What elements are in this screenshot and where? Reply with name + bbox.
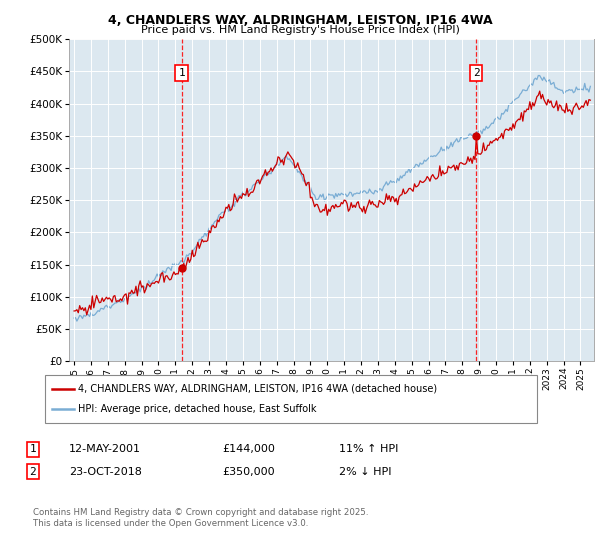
Text: 12-MAY-2001: 12-MAY-2001 <box>69 444 141 454</box>
Text: £144,000: £144,000 <box>222 444 275 454</box>
Text: 2: 2 <box>473 68 479 78</box>
Text: 1: 1 <box>178 68 185 78</box>
Text: 23-OCT-2018: 23-OCT-2018 <box>69 466 142 477</box>
Text: Price paid vs. HM Land Registry's House Price Index (HPI): Price paid vs. HM Land Registry's House … <box>140 25 460 35</box>
Text: 4, CHANDLERS WAY, ALDRINGHAM, LEISTON, IP16 4WA (detached house): 4, CHANDLERS WAY, ALDRINGHAM, LEISTON, I… <box>78 384 437 394</box>
Text: 2: 2 <box>29 466 37 477</box>
Text: £350,000: £350,000 <box>222 466 275 477</box>
Text: HPI: Average price, detached house, East Suffolk: HPI: Average price, detached house, East… <box>78 404 317 414</box>
Text: 2% ↓ HPI: 2% ↓ HPI <box>339 466 391 477</box>
Text: 4, CHANDLERS WAY, ALDRINGHAM, LEISTON, IP16 4WA: 4, CHANDLERS WAY, ALDRINGHAM, LEISTON, I… <box>107 14 493 27</box>
Text: Contains HM Land Registry data © Crown copyright and database right 2025.
This d: Contains HM Land Registry data © Crown c… <box>33 508 368 528</box>
Text: 11% ↑ HPI: 11% ↑ HPI <box>339 444 398 454</box>
Text: 1: 1 <box>29 444 37 454</box>
